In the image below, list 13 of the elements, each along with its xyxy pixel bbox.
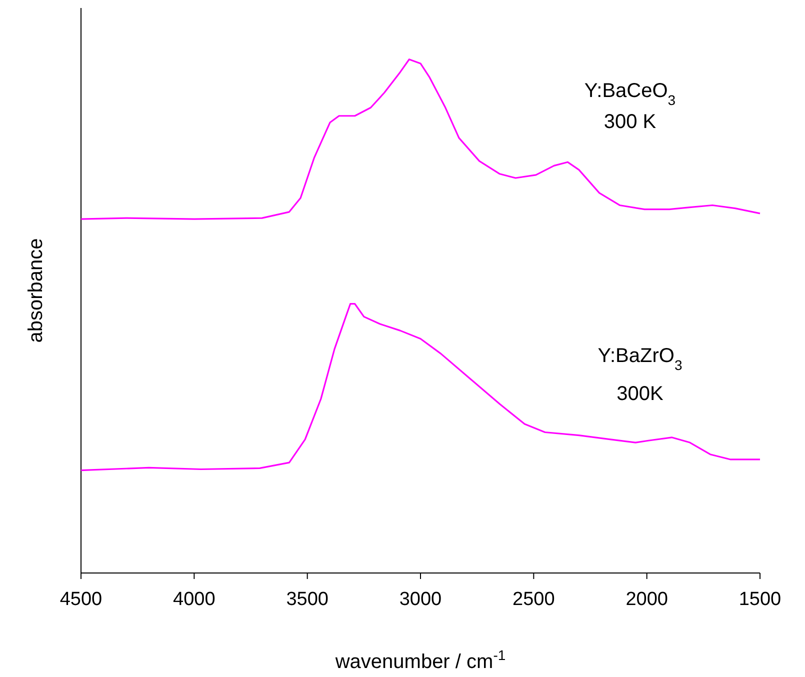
x-axis-title: wavenumber / cm$^{-1}$ xyxy=(334,647,506,673)
x-tick-label: 2500 xyxy=(512,589,555,610)
x-tick-label: 3500 xyxy=(286,589,328,610)
x-tick-label: 4500 xyxy=(60,589,102,610)
annotation: 300K xyxy=(616,383,664,405)
x-tick-label: 3000 xyxy=(399,589,442,610)
x-tick-label: 1500 xyxy=(738,589,782,610)
annotation: Y:BaZrO$_{3}$ xyxy=(598,345,682,373)
annotation: Y:BaCeO$_{3}$ xyxy=(584,80,676,108)
x-tick-label: 2000 xyxy=(626,589,668,610)
x-tick-label: 4000 xyxy=(173,589,216,610)
annotation: 300 K xyxy=(604,111,657,133)
y-axis-title: absorbance xyxy=(25,238,47,343)
